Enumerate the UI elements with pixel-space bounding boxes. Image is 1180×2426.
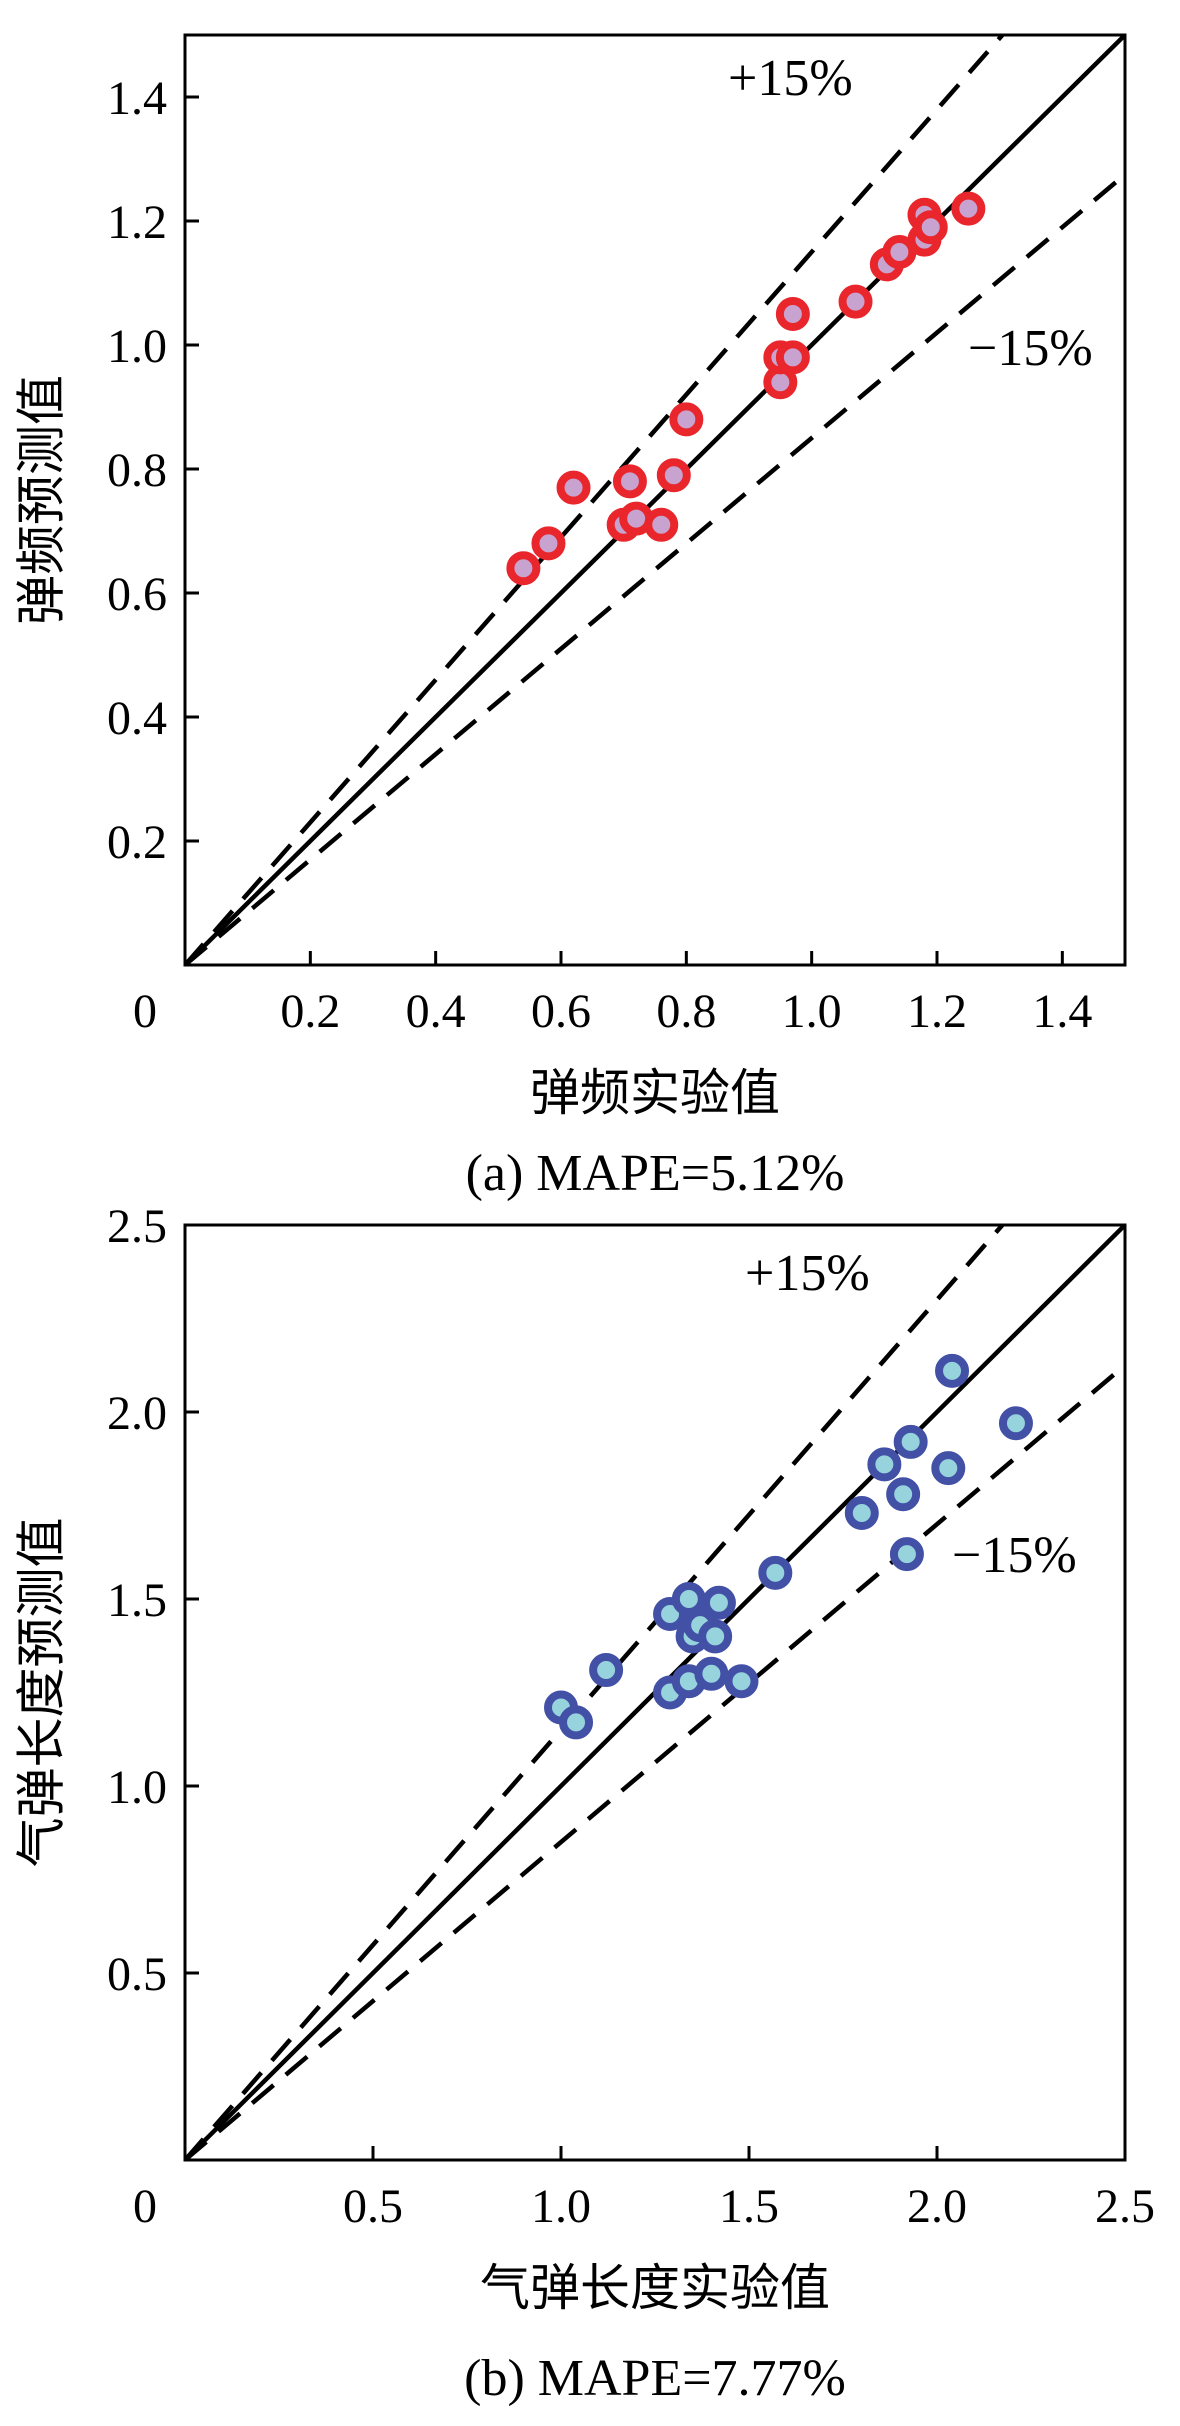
chart-a-y-tick-label: 0.6 xyxy=(107,568,167,621)
chart-a-point xyxy=(556,470,591,505)
chart-a-caption: (a) MAPE=5.12% xyxy=(466,1145,845,1202)
chart-a-y-tick-label: 1.2 xyxy=(107,196,167,249)
chart-b-point xyxy=(671,1582,706,1616)
chart-b-point xyxy=(559,1705,594,1740)
chart-a-origin-label: 0 xyxy=(133,985,157,1038)
chart-a-x-tick-label: 0.8 xyxy=(656,985,716,1038)
chart-b-y-tick-label: 0.5 xyxy=(107,1948,167,2001)
chart-b-point xyxy=(893,1424,928,1459)
chart-a-y-tick-label: 0.4 xyxy=(107,692,167,745)
chart-a-point xyxy=(951,191,986,226)
chart-b-plot-frame xyxy=(183,1223,1127,2162)
chart-b-point xyxy=(844,1495,879,1530)
chart-a-upper-band-line xyxy=(185,35,1006,965)
chart-a-point xyxy=(531,526,566,561)
chart-a-point xyxy=(882,235,917,269)
chart-b-y-axis-title: 气弹长度预测值 xyxy=(13,1518,71,1868)
chart-b-point xyxy=(931,1451,966,1486)
chart-b-point xyxy=(701,1585,736,1620)
chart-b-point xyxy=(724,1664,759,1699)
chart-b-point xyxy=(698,1619,733,1654)
chart-b-x-tick-label: 0.5 xyxy=(343,2180,403,2233)
chart-a-points xyxy=(506,191,986,586)
chart-a-plot-frame xyxy=(183,33,1127,967)
chart-a-ticks: 0.2 0.4 0.6 0.8 1.0 1.2 1.4 0.2 0.4 0.6 0.8 1.0 1.2 1… xyxy=(107,72,1092,1038)
chart-a-point xyxy=(838,284,873,319)
chart-b-upper-band-label: +15% xyxy=(745,1245,870,1302)
chart-a-point xyxy=(669,402,704,437)
chart-a-y-tick-label: 0.8 xyxy=(107,444,167,497)
chart-a-point xyxy=(775,297,810,331)
chart-a-point xyxy=(656,458,691,493)
chart-b-point xyxy=(935,1353,970,1388)
chart-b-x-tick-label: 2.5 xyxy=(1095,2180,1155,2233)
chart-a-lower-band-label: −15% xyxy=(968,320,1093,377)
chart-b-x-axis-title: 气弹长度实验值 xyxy=(480,2259,830,2317)
chart-a-point xyxy=(775,340,810,375)
chart-a-reference-lines xyxy=(185,35,1125,965)
chart-a-y-tick-label: 0.2 xyxy=(107,816,167,869)
chart-b-point xyxy=(998,1406,1033,1441)
chart-a-point xyxy=(612,464,647,499)
chart-b-reference-lines xyxy=(185,1225,1125,2160)
chart-a-x-tick-label: 0.4 xyxy=(406,985,466,1038)
chart-b-ticks: 0.5 1.0 1.5 2.0 2.5 0.5 1.0 1.5 2.0 2.5 xyxy=(107,1200,1155,2233)
chart-b-lower-band-line xyxy=(185,1363,1125,2160)
chart-a-x-tick-label: 0.6 xyxy=(531,985,591,1038)
chart-b-points xyxy=(544,1353,1033,1740)
chart-b-y-tick-label: 2.5 xyxy=(107,1200,167,1253)
chart-b-point xyxy=(867,1447,902,1482)
chart-a-x-tick-label: 1.4 xyxy=(1032,985,1092,1038)
chart-b-point xyxy=(758,1555,793,1590)
chart-b-origin-label: 0 xyxy=(133,2180,157,2233)
chart-a-point xyxy=(913,210,948,245)
chart-a: 0.2 0.4 0.6 0.8 1.0 1.2 1.4 0.2 0.4 0.6 0.8 1.0 1.2 1… xyxy=(13,33,1127,1202)
chart-a-y-axis-title: 弹频预测值 xyxy=(13,375,71,625)
chart-b-x-tick-label: 1.0 xyxy=(531,2180,591,2233)
chart-a-point xyxy=(506,551,541,586)
chart-a-y-tick-label: 1.0 xyxy=(107,320,167,373)
chart-a-lower-band-line xyxy=(185,172,1125,965)
chart-b-lower-band-label: −15% xyxy=(952,1527,1077,1584)
chart-b-point xyxy=(886,1477,921,1512)
chart-a-x-tick-label: 0.2 xyxy=(280,985,340,1038)
chart-b: 0.5 1.0 1.5 2.0 2.5 0.5 1.0 1.5 2.0 2.5 0 +15% −1… xyxy=(13,1200,1156,2407)
chart-b-upper-band-line xyxy=(185,1225,1006,2160)
chart-b-y-tick-label: 2.0 xyxy=(107,1387,167,1440)
chart-a-x-axis-title: 弹频实验值 xyxy=(530,1064,780,1122)
chart-b-point xyxy=(589,1653,624,1688)
chart-a-upper-band-label: +15% xyxy=(728,50,853,107)
chart-a-x-tick-label: 1.2 xyxy=(907,985,967,1038)
chart-b-y-tick-label: 1.5 xyxy=(107,1574,167,1627)
chart-a-point xyxy=(644,507,679,542)
chart-a-x-tick-label: 1.0 xyxy=(782,985,842,1038)
chart-b-x-tick-label: 2.0 xyxy=(907,2180,967,2233)
chart-b-point xyxy=(694,1656,729,1691)
chart-b-x-tick-label: 1.5 xyxy=(719,2180,779,2233)
chart-b-y-tick-label: 1.0 xyxy=(107,1761,167,1814)
chart-a-identity-line xyxy=(185,35,1125,965)
chart-b-point xyxy=(889,1537,924,1572)
chart-b-caption: (b) MAPE=7.77% xyxy=(464,2350,846,2407)
chart-a-y-tick-label: 1.4 xyxy=(107,72,167,125)
